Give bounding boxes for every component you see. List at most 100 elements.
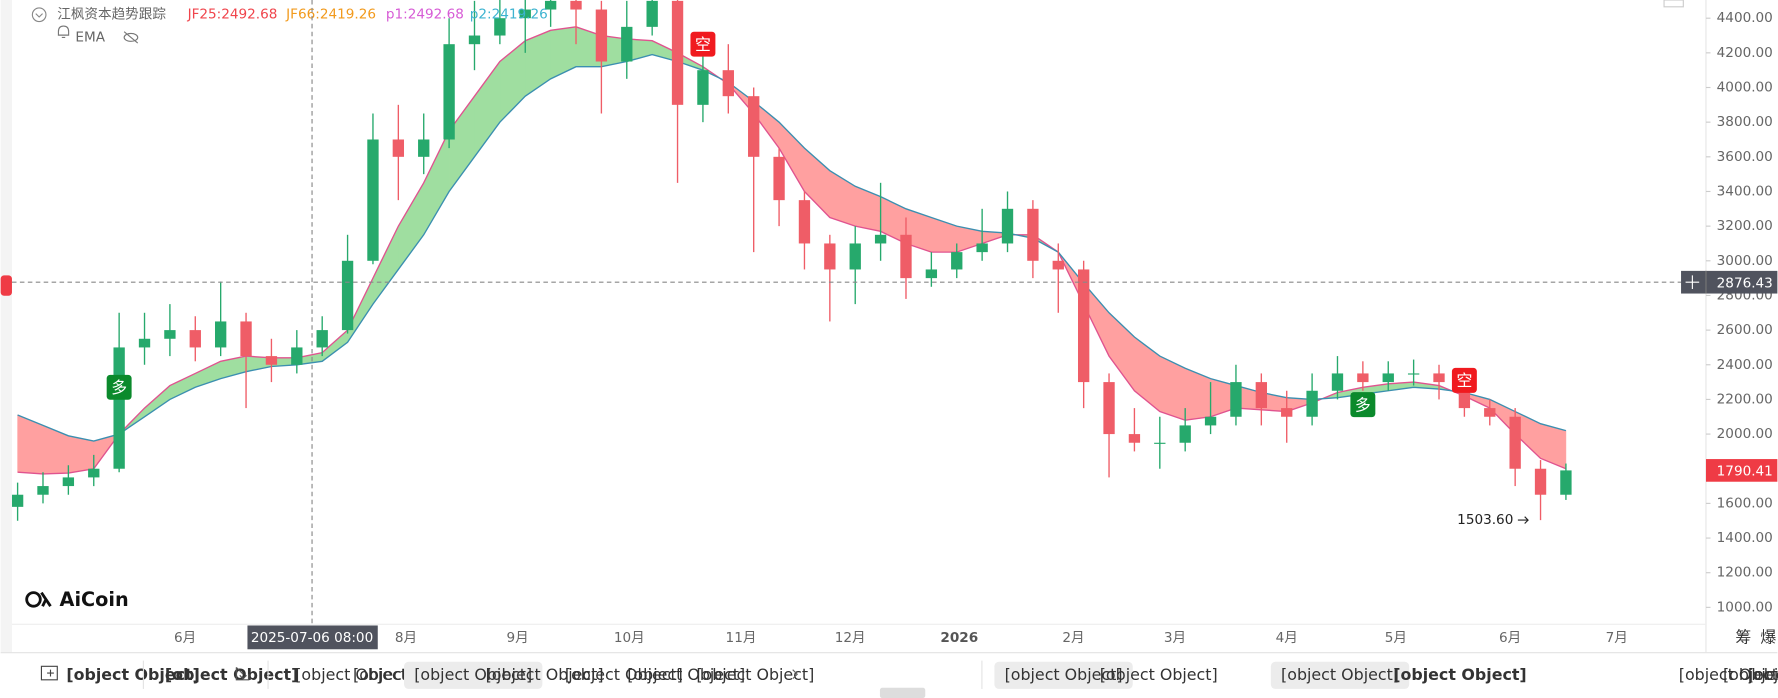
toolbar-item-active-bg xyxy=(404,661,543,689)
y-tick-label: 3400.00 xyxy=(1717,183,1773,199)
candle-body xyxy=(418,139,430,157)
candle-body xyxy=(113,347,125,469)
toolbar-item[interactable]: [object Object] xyxy=(486,665,604,684)
side-label[interactable]: 筹 xyxy=(1735,627,1751,646)
candle-body xyxy=(1407,373,1420,375)
legend-toggle-icon[interactable] xyxy=(31,7,47,23)
signal-badge xyxy=(106,374,132,400)
candle-body xyxy=(773,156,785,201)
legend-entry: p1:2492.68 xyxy=(386,7,464,23)
candle-body xyxy=(1433,373,1445,383)
y-tick-label: 1600.00 xyxy=(1717,495,1773,511)
candle-body xyxy=(367,139,379,261)
x-tick-label: 6月 xyxy=(1499,630,1521,646)
toolbar-item[interactable]: [object Object] xyxy=(1723,665,1778,684)
toolbar-item[interactable]: [object Object] xyxy=(696,665,814,684)
candle-body xyxy=(1052,260,1064,270)
candle-body xyxy=(37,486,49,495)
crosshair-plus xyxy=(1685,275,1700,290)
candle-body xyxy=(1306,390,1318,417)
visibility-icon[interactable] xyxy=(123,31,139,44)
locate-icon xyxy=(40,665,58,681)
collapse-handle[interactable] xyxy=(879,687,926,698)
candle-body xyxy=(1331,373,1344,391)
toolbar-item[interactable]: [object Object] xyxy=(1748,665,1778,684)
candle-body xyxy=(1103,382,1115,435)
toolbar-item[interactable]: [object Object] xyxy=(295,665,413,684)
candle-body xyxy=(468,35,481,45)
x-tick-label: 10月 xyxy=(614,630,645,646)
y-tick-label: 4200.00 xyxy=(1717,45,1773,61)
x-tick-label: 4月 xyxy=(1276,630,1298,646)
candle-body xyxy=(1255,382,1268,409)
toolbar-item[interactable]: [object Object] xyxy=(627,665,745,684)
candle-body xyxy=(1027,208,1039,261)
candle-body xyxy=(1458,382,1471,409)
y-tick-label: 1400.00 xyxy=(1717,530,1773,546)
overlay-label[interactable]: EMA xyxy=(75,29,105,45)
candle-body xyxy=(849,243,861,270)
y-tick-label: 2400.00 xyxy=(1717,357,1773,373)
y-tick-label: 2200.00 xyxy=(1717,391,1773,407)
candle-body xyxy=(1534,468,1547,495)
x-tick-label: 9月 xyxy=(507,630,529,646)
toolbar-item[interactable]: [object Object] xyxy=(1100,665,1218,684)
toolbar-item[interactable]: [object Object] xyxy=(565,665,683,684)
toolbar-item[interactable]: [object Object] xyxy=(66,665,199,684)
candle-body xyxy=(62,477,75,487)
candle-body xyxy=(240,321,252,357)
toolbar-item[interactable]: [object Object] xyxy=(165,665,298,684)
corner-button[interactable] xyxy=(1663,0,1684,8)
x-tick-label: 3月 xyxy=(1164,630,1186,646)
overlay: JF25:2492.68 JF66:2419.26 p1:2492.68 p2:241… xyxy=(11,0,1778,650)
candle-body xyxy=(544,0,557,10)
signal-badge xyxy=(1451,367,1477,393)
x-tick-label: 8月 xyxy=(395,630,417,646)
edit-icon xyxy=(235,667,250,681)
side-label[interactable]: 爆 xyxy=(1760,627,1776,646)
alert-icon[interactable] xyxy=(57,25,70,38)
logo: AiCoin xyxy=(25,588,129,611)
toolbar-item[interactable]: [object Object] xyxy=(1281,665,1399,684)
toolbar-item[interactable]: [object Object] xyxy=(1005,665,1123,684)
y-tick-label: 3000.00 xyxy=(1717,253,1773,269)
candle-body xyxy=(392,139,405,157)
indicator-title[interactable]: 江枫资本趋势跟踪 xyxy=(57,7,166,23)
candle-body xyxy=(265,356,278,365)
y-tick-label: 3600.00 xyxy=(1717,149,1773,165)
more-arrow[interactable] xyxy=(792,669,799,680)
signal-label: 多 xyxy=(1355,395,1371,414)
x-tick-label: 2月 xyxy=(1062,630,1084,646)
logo-text: AiCoin xyxy=(60,588,129,611)
signal-badge xyxy=(690,31,716,57)
candle-body xyxy=(646,0,658,27)
crosshair-date: 2025-07-06 08:00 xyxy=(251,630,373,646)
candle-body xyxy=(1128,434,1141,443)
y-tick-label: 4400.00 xyxy=(1717,10,1773,26)
toolbar-item[interactable]: [object Object] xyxy=(1393,665,1526,684)
candle-body xyxy=(1357,373,1369,383)
toolbar-item-active-bg xyxy=(1270,661,1410,689)
candle-body xyxy=(215,321,227,348)
min-label: 1503.60 xyxy=(1457,512,1513,528)
candle-body xyxy=(1077,269,1090,383)
x-tick-label: 6月 xyxy=(174,630,196,646)
left-gutter xyxy=(0,0,12,653)
y-tick-label: 2000.00 xyxy=(1717,426,1773,442)
candle-body xyxy=(671,0,684,105)
left-handle[interactable] xyxy=(0,275,12,296)
candle-body xyxy=(1001,208,1014,244)
plot-area xyxy=(11,0,1572,521)
candle-body xyxy=(443,44,455,140)
toolbar-item[interactable]: [object Object] xyxy=(1679,665,1778,684)
candle-body xyxy=(900,234,912,279)
last-price-box xyxy=(1705,459,1778,482)
candle-body xyxy=(976,243,988,253)
x-tick-label: 7月 xyxy=(1606,630,1628,646)
toolbar-item[interactable]: [object Object] xyxy=(414,665,532,684)
candle-body xyxy=(595,9,608,62)
candle-body xyxy=(316,330,328,348)
crosshair-price-box xyxy=(1681,270,1778,294)
